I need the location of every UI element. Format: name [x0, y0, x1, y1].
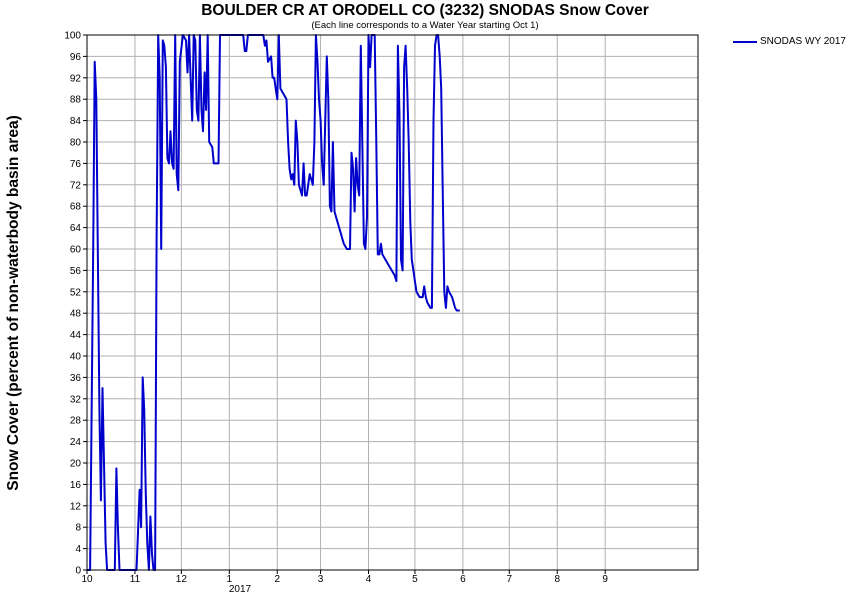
legend-label: SNODAS WY 2017: [760, 36, 846, 47]
x-tick-label: 8: [554, 574, 560, 585]
y-tick-label: 100: [64, 31, 81, 42]
x-tick-label: 9: [602, 574, 608, 585]
x-tick-label: 11: [130, 574, 141, 585]
y-tick-label: 52: [70, 287, 82, 298]
x-tick-label: 6: [460, 574, 466, 585]
legend-swatch: [733, 40, 757, 43]
y-tick-label: 24: [70, 437, 82, 448]
y-tick-label: 92: [70, 73, 82, 84]
y-tick-label: 48: [70, 309, 82, 320]
x-axis-year-label: 2017: [229, 584, 252, 595]
y-tick-label: 80: [70, 138, 82, 149]
y-tick-label: 8: [75, 523, 81, 534]
y-tick-label: 16: [70, 480, 82, 491]
y-tick-label: 72: [70, 180, 82, 191]
y-tick-label: 68: [70, 202, 82, 213]
chart-subtitle: (Each line corresponds to a Water Year s…: [311, 20, 539, 31]
plot-area: [87, 35, 698, 570]
x-tick-label: 12: [176, 574, 188, 585]
plot-frame: [86, 34, 699, 571]
y-tick-label: 96: [70, 52, 82, 63]
x-axis-ticks: 10 11 12 1 2 3 4 5 6 7 8 9: [81, 570, 608, 585]
x-tick-label: 5: [412, 574, 418, 585]
y-tick-label: 4: [75, 544, 81, 555]
x-tick-label: 7: [507, 574, 513, 585]
series-line: [87, 34, 460, 571]
series-layer: [87, 34, 460, 571]
y-tick-label: 88: [70, 95, 82, 106]
y-tick-label: 12: [70, 501, 82, 512]
y-tick-label: 36: [70, 373, 82, 384]
x-tick-label: 2: [274, 574, 280, 585]
y-tick-label: 76: [70, 159, 82, 170]
y-tick-label: 32: [70, 394, 82, 405]
x-tick-label: 4: [366, 574, 372, 585]
y-tick-label: 28: [70, 416, 82, 427]
legend: SNODAS WY 2017: [733, 36, 846, 47]
y-tick-label: 64: [70, 223, 82, 234]
chart-title: BOULDER CR AT ORODELL CO (3232) SNODAS S…: [201, 2, 649, 19]
y-tick-label: 84: [70, 116, 82, 127]
grid-lines: [87, 35, 698, 570]
x-tick-label: 1: [227, 574, 233, 585]
y-axis-ticks: 0481216202428323640444852566064687276808…: [64, 31, 87, 577]
x-tick-label: 3: [318, 574, 324, 585]
y-tick-label: 56: [70, 266, 82, 277]
y-tick-label: 0: [75, 566, 81, 577]
y-tick-label: 44: [70, 330, 82, 341]
y-tick-label: 40: [70, 352, 82, 363]
x-tick-label: 10: [81, 574, 93, 585]
y-tick-label: 20: [70, 459, 82, 470]
y-tick-label: 60: [70, 245, 82, 256]
